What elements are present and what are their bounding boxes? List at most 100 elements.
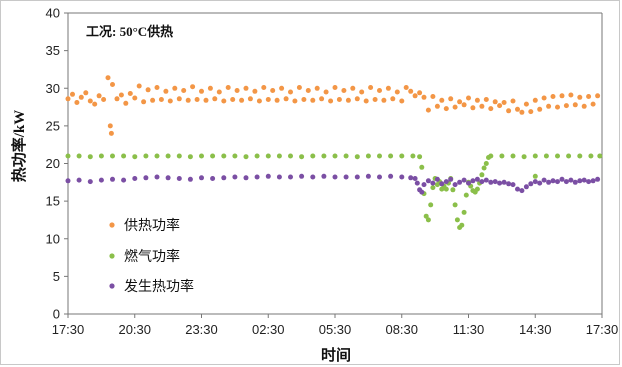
data-point: [439, 181, 445, 187]
data-point: [158, 97, 164, 102]
data-point: [430, 94, 436, 99]
data-point: [414, 180, 420, 186]
data-point: [510, 98, 516, 104]
data-point: [143, 153, 149, 159]
data-point: [107, 123, 113, 129]
data-point: [150, 97, 156, 103]
data-point: [448, 176, 454, 182]
data-point: [572, 102, 578, 108]
data-point: [181, 88, 187, 93]
data-point: [336, 97, 342, 102]
data-point: [110, 176, 115, 182]
data-point: [419, 164, 425, 170]
data-point: [430, 185, 436, 191]
y-tick-label: 30: [46, 81, 60, 96]
data-point: [288, 174, 293, 180]
data-point: [254, 174, 260, 180]
data-point: [388, 173, 394, 179]
data-point: [595, 93, 601, 99]
x-tick-label: 14:30: [519, 322, 552, 337]
data-point: [519, 109, 525, 115]
data-point: [65, 96, 71, 102]
data-point: [457, 99, 463, 105]
data-point: [523, 184, 529, 190]
data-point: [265, 97, 271, 102]
legend-label-heating: 供热功率: [124, 217, 180, 233]
legend-label-generator: 发生热功率: [124, 278, 194, 294]
data-point: [419, 189, 425, 195]
data-point: [239, 97, 245, 103]
data-point: [417, 154, 423, 160]
data-point: [167, 98, 173, 104]
data-point: [254, 153, 260, 159]
data-point: [165, 175, 171, 181]
data-point: [276, 174, 282, 180]
data-point: [474, 97, 480, 103]
data-point: [408, 88, 414, 94]
data-point: [541, 177, 547, 183]
data-point: [479, 103, 485, 109]
data-point: [270, 88, 276, 93]
data-point: [83, 90, 89, 96]
data-point: [154, 174, 160, 180]
data-point: [114, 96, 120, 102]
data-point: [555, 153, 560, 159]
data-point: [207, 85, 213, 91]
data-point: [586, 94, 592, 99]
data-point: [430, 180, 436, 186]
data-point: [399, 174, 405, 180]
data-point: [385, 85, 391, 91]
data-point: [590, 178, 596, 184]
data-point: [481, 165, 487, 171]
data-point: [381, 97, 387, 103]
data-point: [425, 107, 431, 113]
data-point: [474, 186, 480, 192]
x-tick-label: 08:30: [385, 322, 418, 337]
data-point: [412, 176, 418, 181]
data-point: [537, 106, 543, 112]
data-point: [132, 176, 138, 181]
data-point: [417, 90, 423, 96]
data-point: [443, 179, 449, 185]
data-point: [354, 96, 360, 102]
x-tick-label: 11:30: [453, 322, 485, 337]
data-point: [321, 153, 327, 159]
data-point: [70, 91, 75, 97]
data-point: [388, 153, 394, 159]
data-point: [488, 106, 494, 112]
data-point: [399, 153, 405, 159]
data-point: [439, 97, 445, 103]
data-point: [310, 174, 316, 180]
data-point: [466, 95, 471, 101]
data-point: [510, 182, 516, 188]
data-point: [483, 161, 489, 166]
x-tick-label: 17:30: [586, 322, 619, 337]
data-point: [121, 177, 127, 183]
data-point: [321, 173, 327, 179]
data-point: [492, 179, 498, 185]
data-point: [187, 176, 193, 182]
data-point: [265, 153, 271, 159]
data-point: [65, 153, 71, 159]
data-point: [463, 192, 469, 198]
data-point: [546, 103, 552, 109]
data-point: [132, 154, 138, 160]
data-point: [232, 174, 238, 180]
data-point: [154, 85, 160, 90]
data-point: [225, 85, 231, 90]
y-tick-label: 40: [46, 6, 60, 21]
data-point: [555, 104, 560, 110]
data-point: [141, 99, 147, 105]
data-point: [176, 176, 182, 181]
data-point: [265, 173, 271, 179]
data-point: [276, 153, 282, 159]
data-point: [98, 153, 104, 159]
data-point: [488, 179, 494, 185]
data-point: [423, 213, 429, 219]
data-point: [470, 178, 476, 184]
data-point: [563, 103, 569, 109]
data-point: [210, 176, 216, 181]
data-point: [497, 103, 503, 109]
data-point: [243, 175, 249, 181]
